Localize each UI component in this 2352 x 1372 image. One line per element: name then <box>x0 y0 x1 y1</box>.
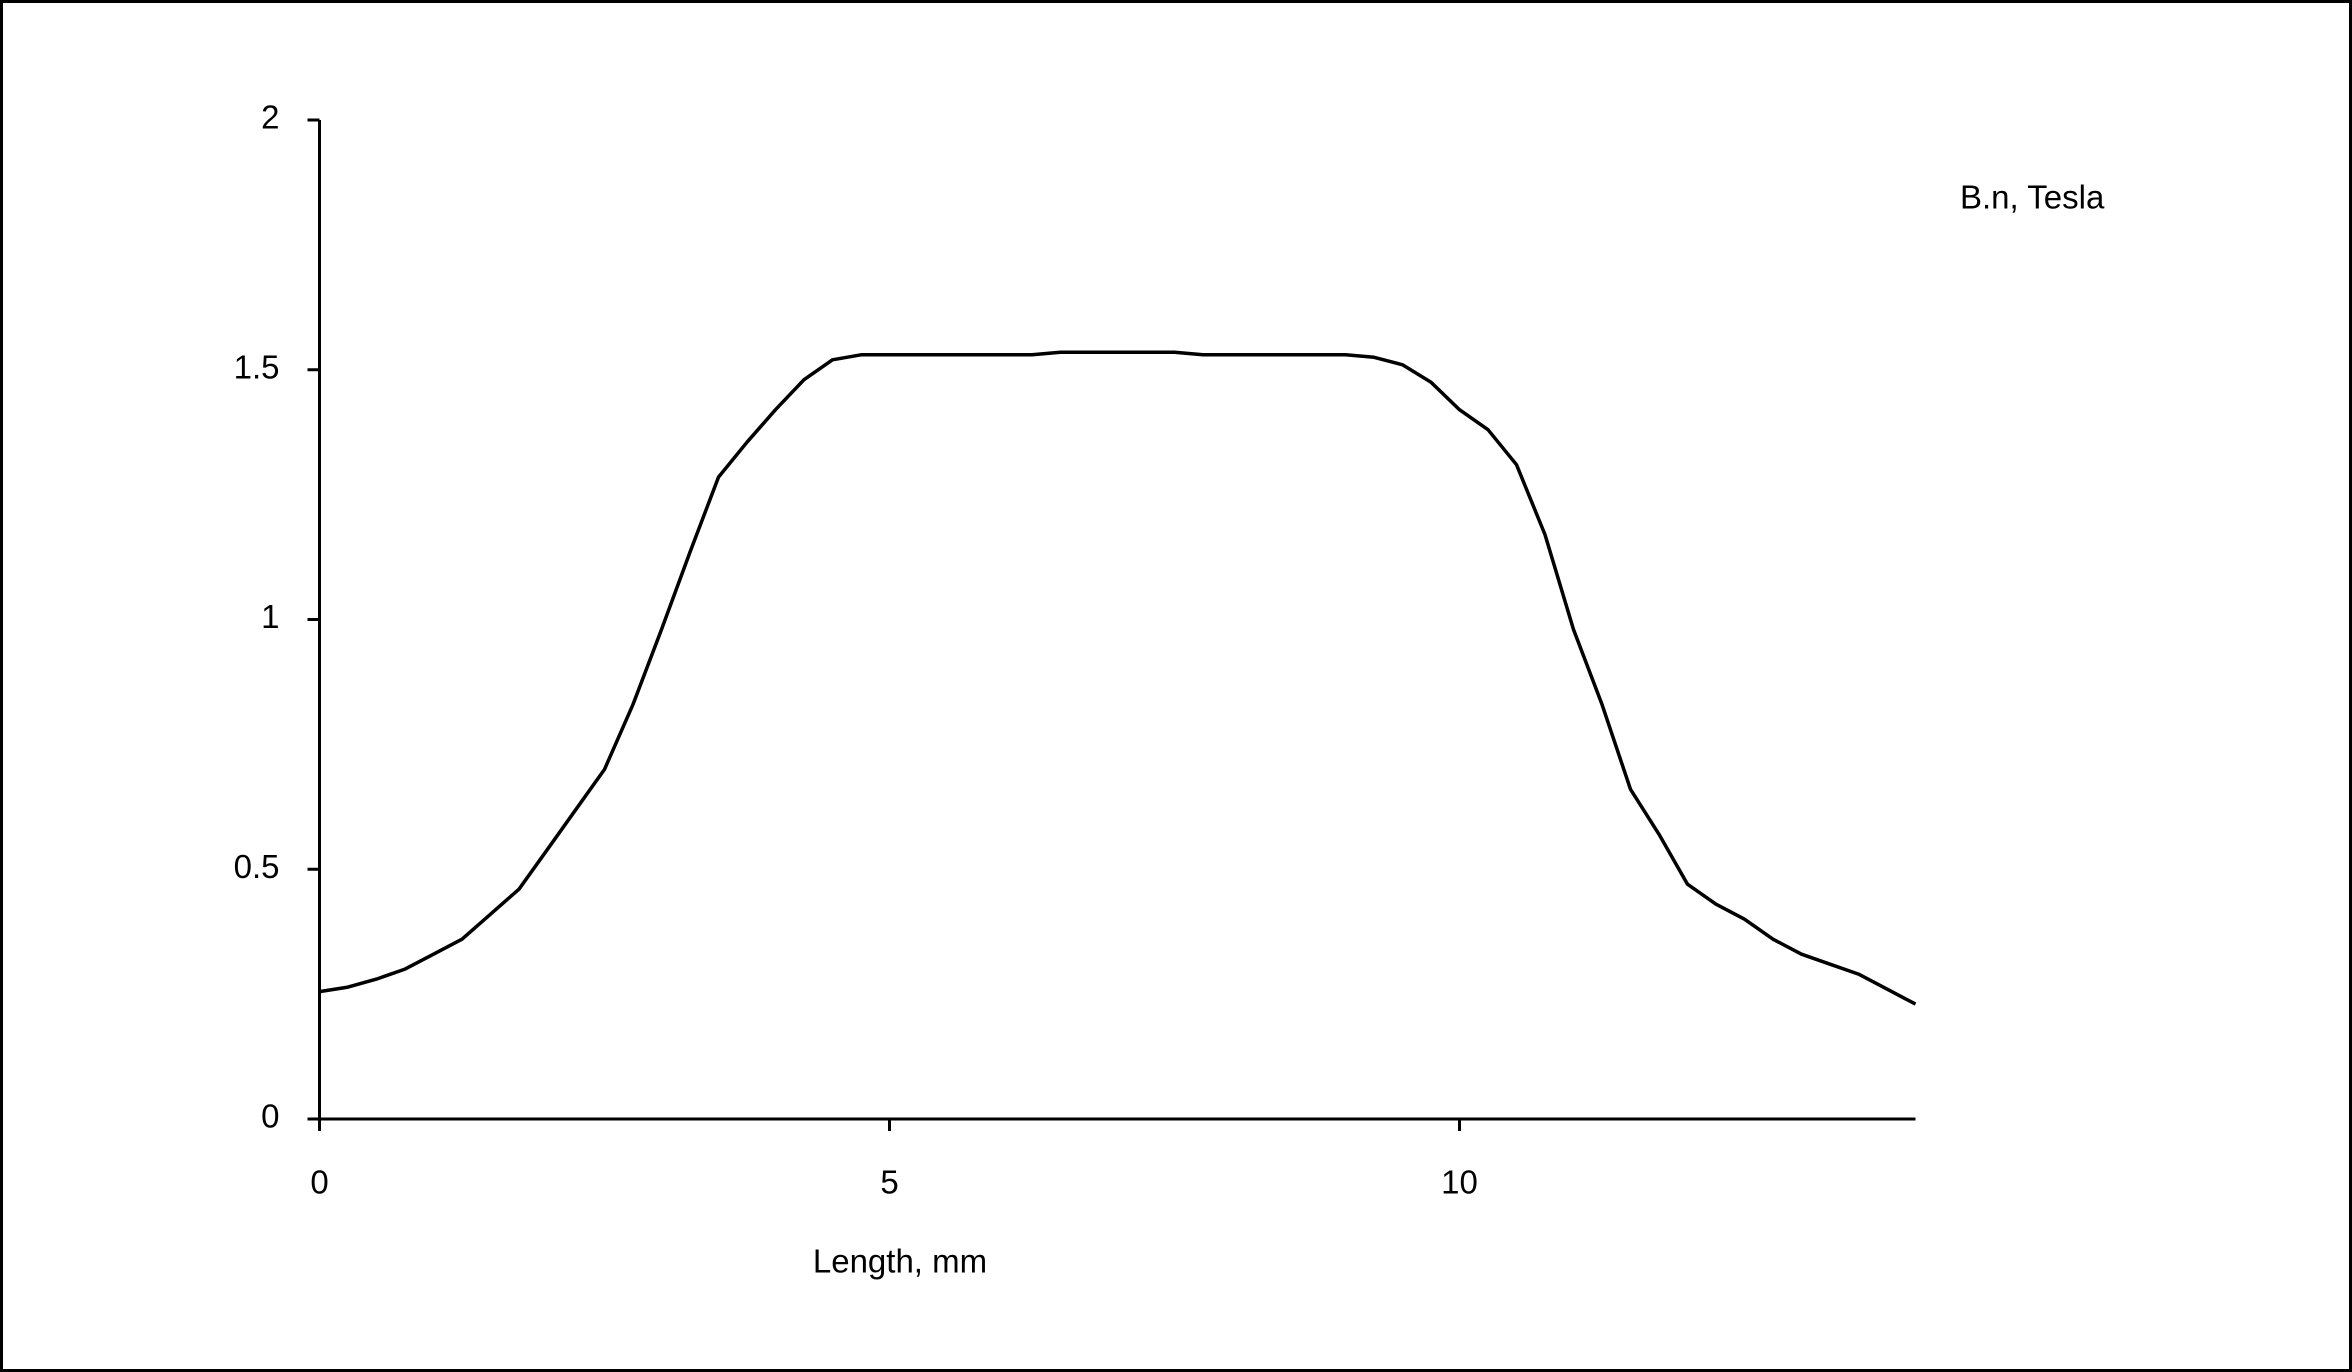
x-tick-label: 0 <box>310 1164 328 1201</box>
data-line <box>319 350 1917 1006</box>
legend-label: B.n, Tesla <box>1960 179 2105 216</box>
y-tick-label: 2 <box>261 99 279 136</box>
x-tick-label: 5 <box>880 1164 898 1201</box>
y-tick-label: 0 <box>261 1098 279 1135</box>
y-tick-label: 0.5 <box>234 848 280 885</box>
y-tick-label: 1 <box>261 598 279 635</box>
x-axis-label: Length, mm <box>813 1243 987 1280</box>
x-tick-label: 10 <box>1441 1164 1478 1201</box>
y-tick-label: 1.5 <box>234 348 280 385</box>
